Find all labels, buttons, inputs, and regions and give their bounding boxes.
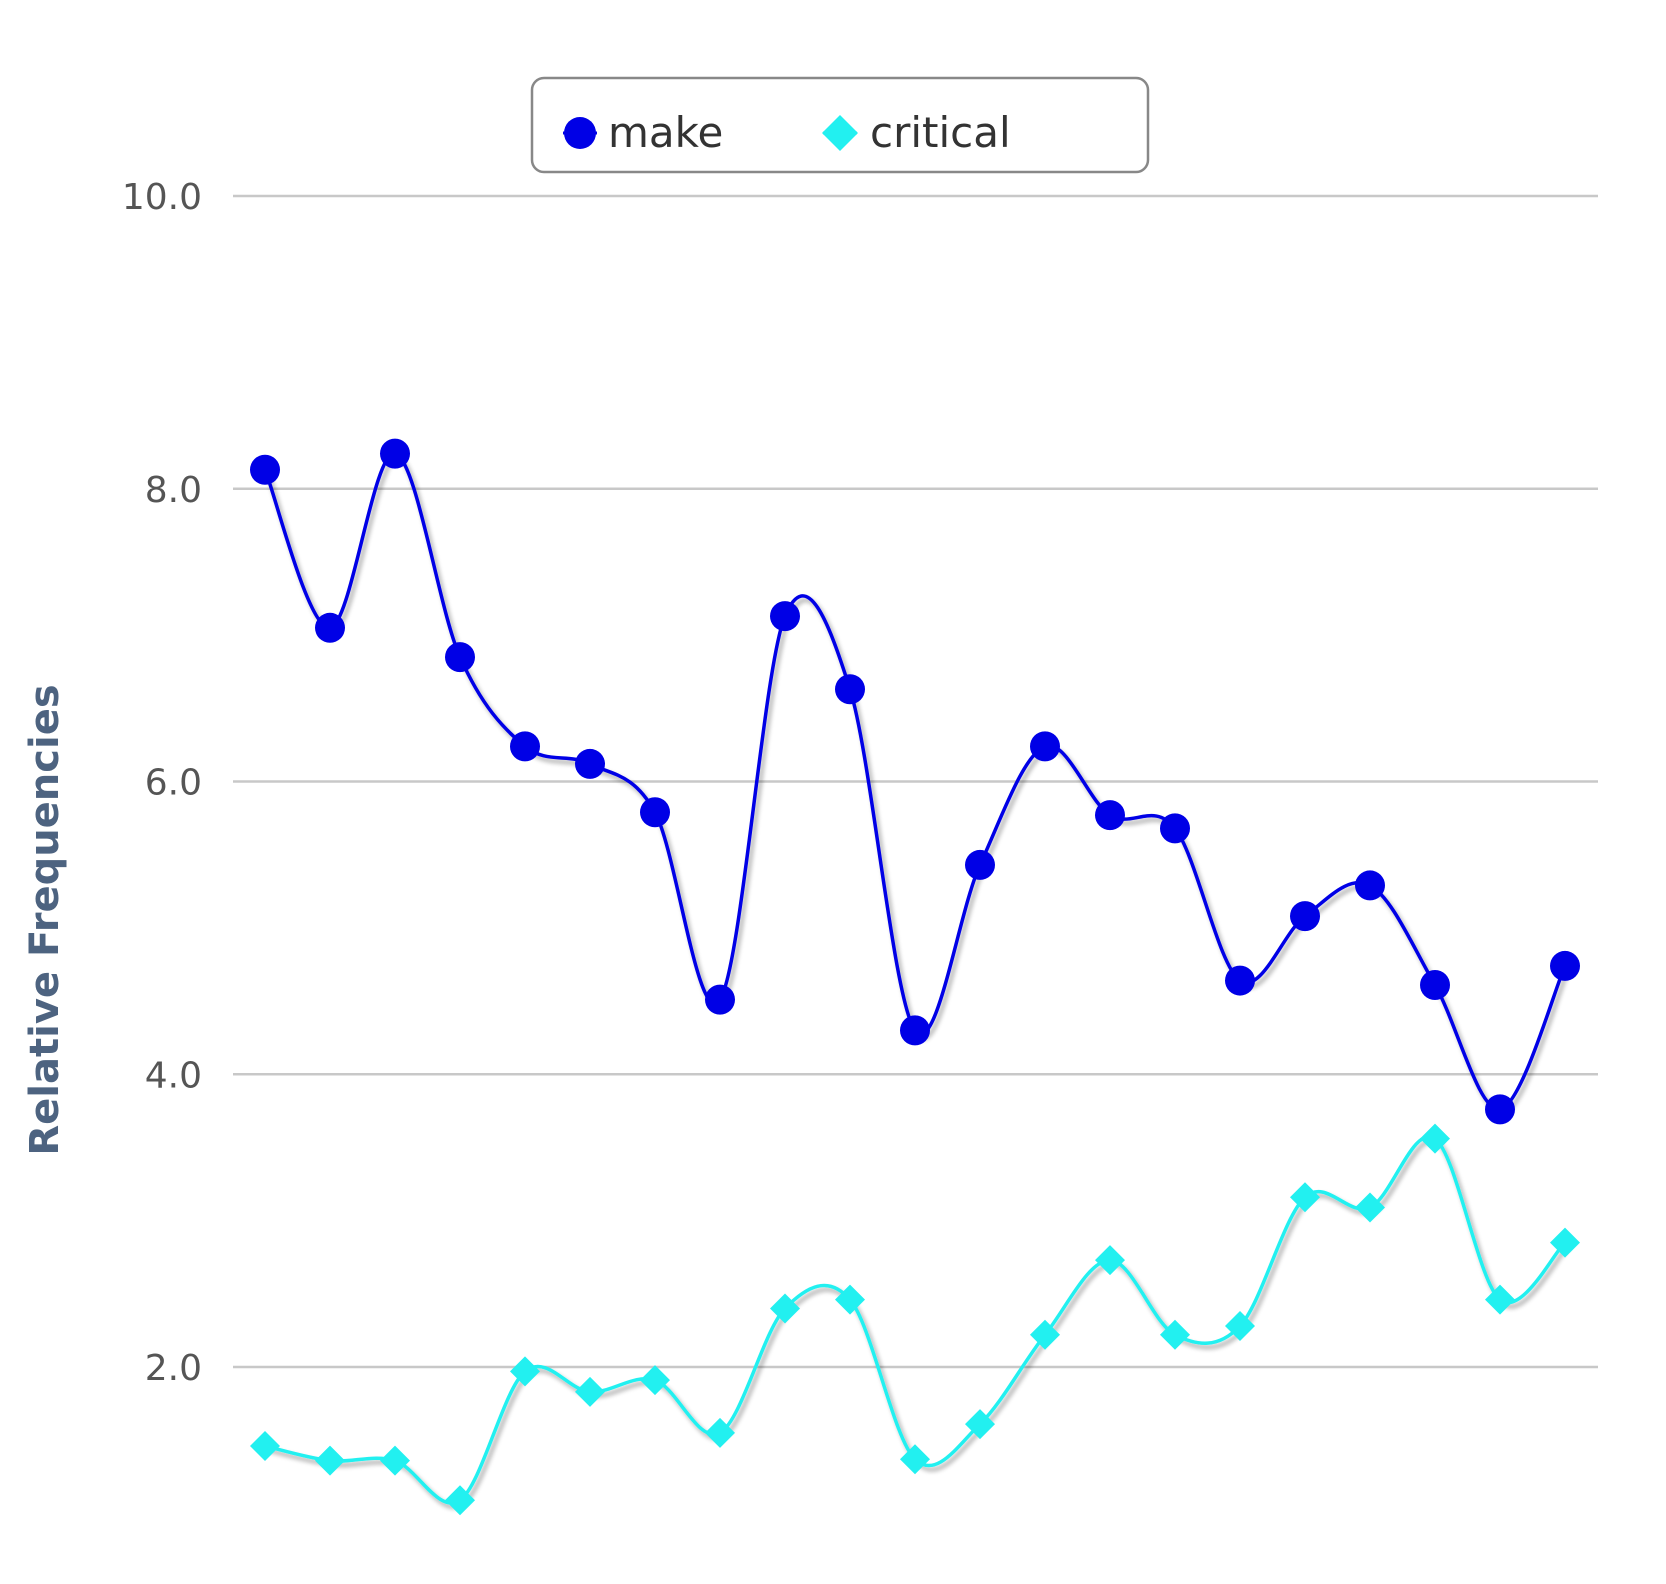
y-axis-label: Relative Frequencies bbox=[22, 684, 68, 1155]
data-point-make[interactable] bbox=[1355, 870, 1385, 901]
data-point-critical[interactable] bbox=[1160, 1319, 1190, 1350]
data-point-make[interactable] bbox=[900, 1015, 930, 1046]
y-tick-label: 2.0 bbox=[145, 1348, 202, 1389]
legend-label-make: make bbox=[608, 108, 723, 157]
data-point-make[interactable] bbox=[770, 601, 800, 632]
data-point-critical[interactable] bbox=[250, 1431, 280, 1462]
data-point-critical[interactable] bbox=[445, 1485, 475, 1516]
data-point-critical[interactable] bbox=[965, 1409, 995, 1440]
data-point-critical[interactable] bbox=[770, 1293, 800, 1324]
data-point-make[interactable] bbox=[445, 642, 475, 673]
data-point-critical[interactable] bbox=[380, 1445, 410, 1476]
data-point-critical[interactable] bbox=[510, 1356, 540, 1387]
y-tick-label: 10.0 bbox=[122, 177, 202, 218]
data-point-make[interactable] bbox=[380, 438, 410, 469]
legend-label-critical: critical bbox=[870, 108, 1011, 157]
data-point-critical[interactable] bbox=[705, 1417, 735, 1448]
legend-item-make[interactable]: make bbox=[563, 108, 723, 157]
data-point-make[interactable] bbox=[835, 674, 865, 705]
data-point-critical[interactable] bbox=[835, 1284, 865, 1315]
data-point-make[interactable] bbox=[315, 612, 345, 643]
data-point-make[interactable] bbox=[575, 748, 605, 779]
data-point-critical[interactable] bbox=[1355, 1192, 1385, 1223]
data-point-make[interactable] bbox=[1225, 965, 1255, 996]
data-point-make[interactable] bbox=[1290, 901, 1320, 932]
legend[interactable]: make critical bbox=[530, 76, 1150, 174]
legend-marker-critical bbox=[822, 115, 858, 151]
data-point-make[interactable] bbox=[640, 797, 670, 828]
y-tick-label: 8.0 bbox=[145, 470, 202, 511]
data-point-critical[interactable] bbox=[315, 1445, 345, 1476]
data-point-critical[interactable] bbox=[575, 1376, 605, 1407]
legend-marker-make bbox=[564, 117, 596, 149]
data-point-make[interactable] bbox=[965, 849, 995, 880]
y-tick-label: 4.0 bbox=[145, 1055, 202, 1096]
series-layer bbox=[250, 438, 1580, 1516]
legend-item-critical[interactable]: critical bbox=[822, 108, 1011, 157]
series-critical bbox=[250, 1123, 1580, 1516]
data-point-make[interactable] bbox=[250, 454, 280, 485]
data-point-make[interactable] bbox=[1420, 969, 1450, 1000]
data-point-make[interactable] bbox=[1485, 1094, 1515, 1125]
data-point-critical[interactable] bbox=[1290, 1182, 1320, 1213]
data-point-critical[interactable] bbox=[1550, 1227, 1580, 1258]
data-point-critical[interactable] bbox=[640, 1365, 670, 1396]
data-point-critical[interactable] bbox=[1485, 1284, 1515, 1315]
data-point-make[interactable] bbox=[1030, 731, 1060, 762]
series-make bbox=[250, 438, 1580, 1125]
data-point-make[interactable] bbox=[705, 984, 735, 1015]
data-point-critical[interactable] bbox=[1225, 1311, 1255, 1342]
data-point-critical[interactable] bbox=[1030, 1319, 1060, 1350]
data-point-make[interactable] bbox=[1160, 813, 1190, 844]
y-tick-label: 6.0 bbox=[145, 763, 202, 804]
data-point-make[interactable] bbox=[510, 731, 540, 762]
data-point-critical[interactable] bbox=[1095, 1245, 1125, 1276]
grid-lines bbox=[233, 194, 1598, 1369]
data-point-make[interactable] bbox=[1550, 950, 1580, 981]
data-point-critical[interactable] bbox=[900, 1444, 930, 1475]
y-tick-labels: 2.0 4.0 6.0 8.0 10.0 bbox=[122, 177, 202, 1389]
data-point-critical[interactable] bbox=[1420, 1123, 1450, 1154]
data-point-make[interactable] bbox=[1095, 800, 1125, 831]
